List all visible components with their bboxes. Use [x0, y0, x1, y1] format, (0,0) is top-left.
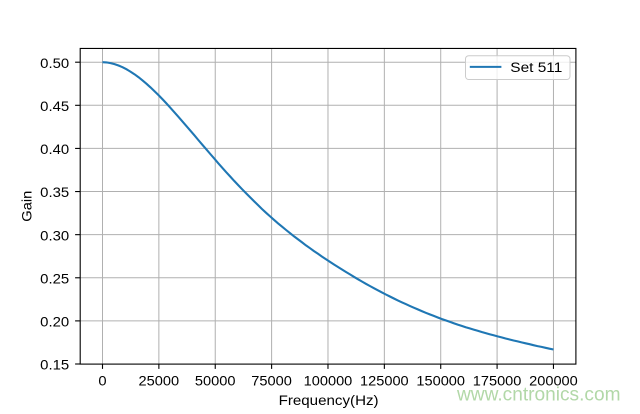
svg-text:Set 511: Set 511 — [510, 59, 562, 75]
svg-text:0.30: 0.30 — [40, 227, 69, 243]
svg-text:0.45: 0.45 — [40, 98, 69, 114]
svg-text:0.15: 0.15 — [40, 357, 69, 373]
svg-text:0.50: 0.50 — [40, 55, 69, 71]
svg-text:200000: 200000 — [529, 373, 578, 389]
svg-text:75000: 75000 — [251, 373, 292, 389]
svg-text:0.40: 0.40 — [40, 141, 69, 157]
svg-text:0.25: 0.25 — [40, 270, 69, 286]
svg-text:Gain: Gain — [19, 191, 35, 222]
svg-text:0.35: 0.35 — [40, 184, 69, 200]
svg-text:150000: 150000 — [416, 373, 465, 389]
svg-text:0.20: 0.20 — [40, 313, 69, 329]
svg-text:25000: 25000 — [139, 373, 180, 389]
svg-text:www.cntronics.com: www.cntronics.com — [456, 385, 620, 406]
svg-text:175000: 175000 — [473, 373, 522, 389]
svg-text:125000: 125000 — [360, 373, 409, 389]
svg-text:Frequency(Hz): Frequency(Hz) — [279, 392, 379, 408]
svg-text:50000: 50000 — [195, 373, 236, 389]
svg-text:100000: 100000 — [304, 373, 353, 389]
svg-text:0: 0 — [98, 373, 106, 389]
